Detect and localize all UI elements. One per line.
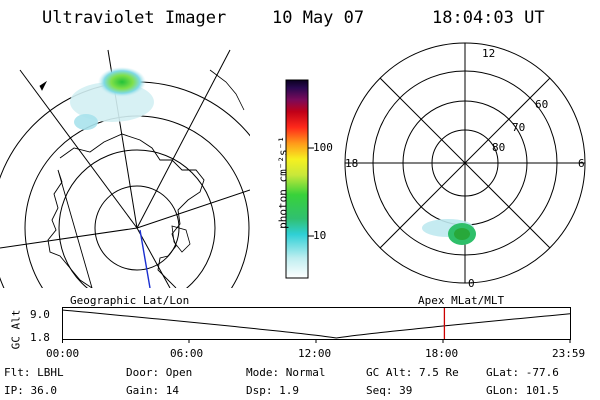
timeline-frame xyxy=(62,307,571,340)
aurora-spot xyxy=(98,67,146,97)
ytick-9: 9.0 xyxy=(30,308,50,321)
date-label: 10 May 07 xyxy=(272,8,365,28)
colorbar xyxy=(285,79,314,279)
meridian-line xyxy=(136,189,250,229)
status-glat: GLat: -77.6 xyxy=(486,366,559,379)
mlt-label-6: 6 xyxy=(578,157,585,170)
altitude-timeline xyxy=(62,307,571,343)
colorbar-scale xyxy=(285,79,309,279)
altitude-curve xyxy=(62,309,571,339)
xtick-0600: 06:00 xyxy=(170,347,204,360)
coastline xyxy=(171,225,191,253)
lat-circle xyxy=(24,115,250,288)
colorbar-tick-10: 10 xyxy=(313,229,327,242)
mlt-label-12: 12 xyxy=(482,47,496,60)
xtick-1200: 12:00 xyxy=(298,347,332,360)
geographic-projection xyxy=(0,49,250,288)
aurora-spot xyxy=(454,228,470,240)
satellite-track xyxy=(139,229,151,288)
xtick-0000: 00:00 xyxy=(46,347,80,360)
polar-plot xyxy=(344,42,586,284)
mlat-label-70: 70 xyxy=(512,121,526,134)
timeline-right-title: Apex MLat/MLT xyxy=(418,294,505,307)
status-gain: Gain: 14 xyxy=(126,384,179,397)
colorbar-tick-100: 100 xyxy=(313,141,333,154)
mlat-label-60: 60 xyxy=(535,98,549,111)
coastline xyxy=(209,69,245,111)
colorbar-label: photon cm⁻²s⁻¹ xyxy=(276,136,290,229)
instrument-title: Ultraviolet Imager xyxy=(42,8,227,28)
mlt-label-0: 0 xyxy=(468,277,475,290)
coastline xyxy=(39,80,48,91)
timeline-left-title: Geographic Lat/Lon xyxy=(70,294,190,307)
lat-circle xyxy=(58,149,216,288)
timeline-ylabel: GC Alt xyxy=(9,309,23,350)
coastline xyxy=(47,133,205,288)
mlt-label-18: 18 xyxy=(345,157,359,170)
aurora-spot xyxy=(74,114,98,130)
mlat-label-80: 80 xyxy=(492,141,506,154)
status-dsp: Dsp: 1.9 xyxy=(246,384,299,397)
ytick-1-8: 1.8 xyxy=(30,331,50,344)
meridian-line xyxy=(136,49,231,229)
status-seq: Seq: 39 xyxy=(366,384,413,397)
status-mode: Mode: Normal xyxy=(246,366,326,379)
time-label: 18:04:03 UT xyxy=(432,8,545,28)
meridian-line xyxy=(136,227,171,288)
status-glon: GLon: 101.5 xyxy=(486,384,559,397)
meridian-line xyxy=(0,227,138,249)
xtick-2359: 23:59 xyxy=(552,347,586,360)
status-door: Door: Open xyxy=(126,366,193,379)
status-gc-alt: GC Alt: 7.5 Re xyxy=(366,366,459,379)
status-flt: Flt: LBHL xyxy=(4,366,64,379)
mlt-line xyxy=(379,77,551,249)
xtick-1800: 18:00 xyxy=(425,347,459,360)
status-ip: IP: 36.0 xyxy=(4,384,57,397)
